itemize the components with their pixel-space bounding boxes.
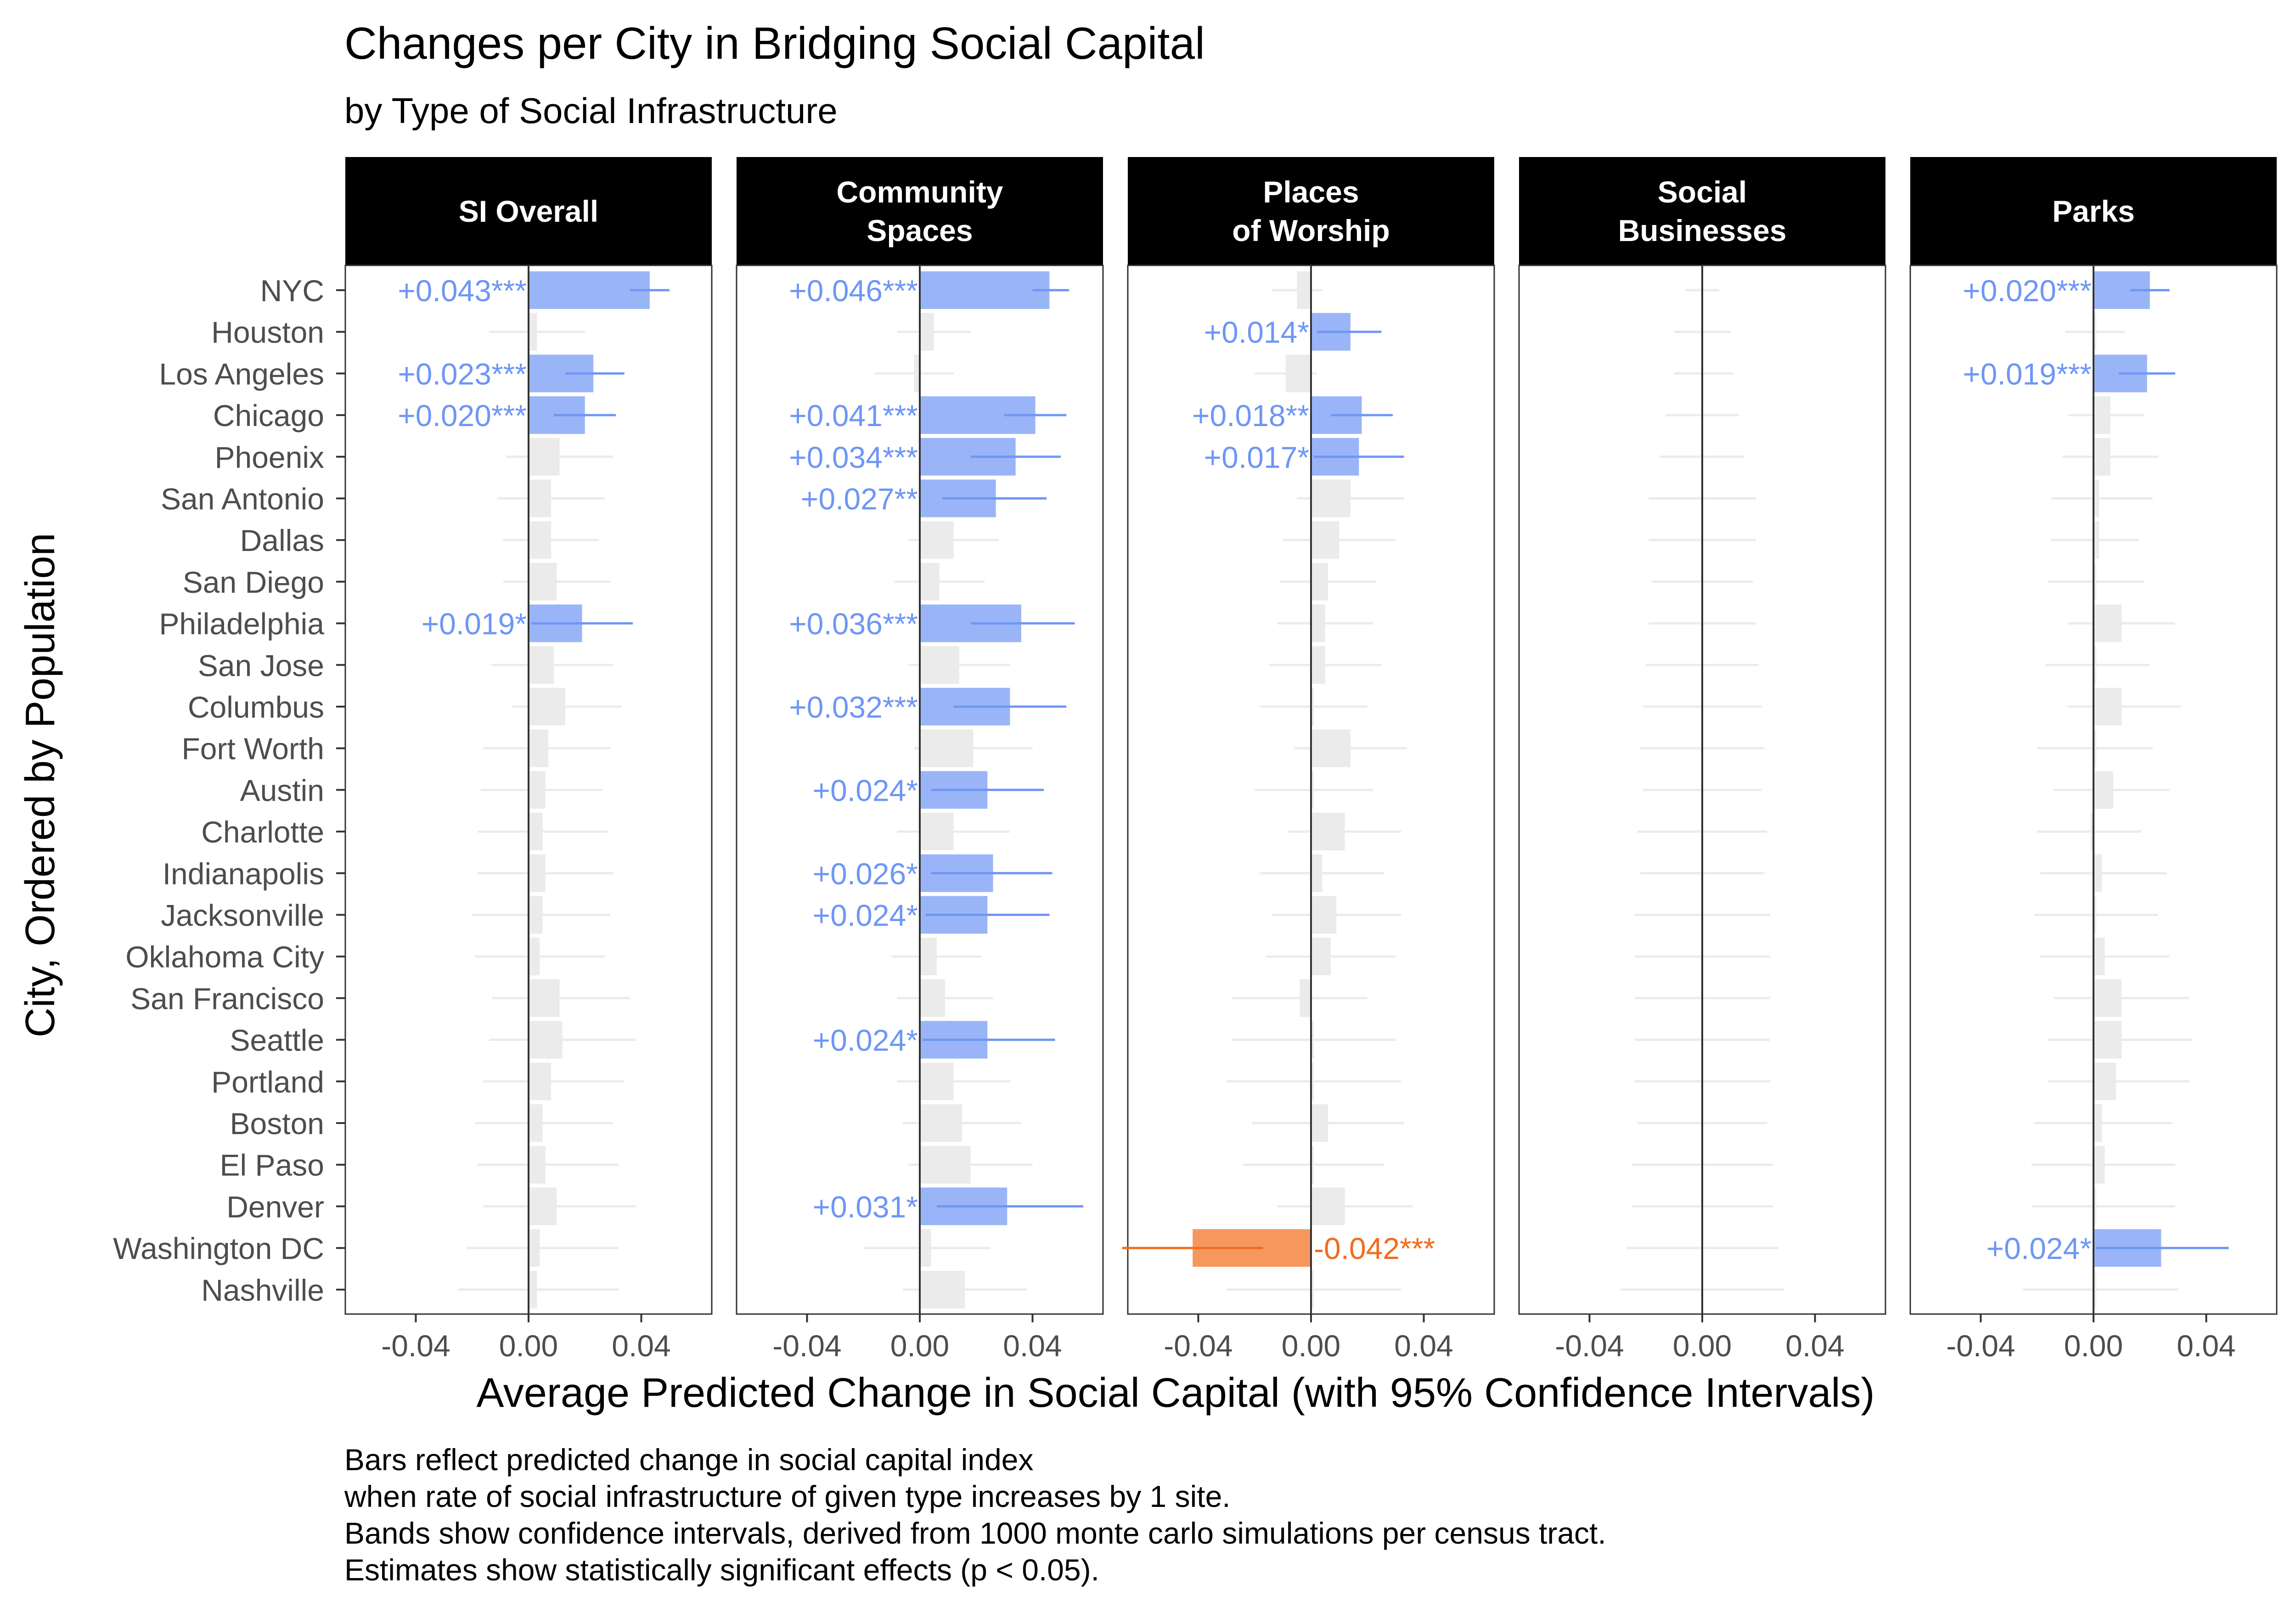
estimate-label: +0.023*** (398, 357, 527, 391)
strip-label: of Worship (1232, 214, 1390, 247)
x-tick-label: 0.00 (2064, 1329, 2123, 1363)
x-tick-label: -0.04 (1555, 1329, 1624, 1363)
strip-label: Businesses (1618, 214, 1787, 247)
city-label-boston: Boston (230, 1107, 324, 1141)
strip-label: Parks (2052, 194, 2135, 228)
x-tick-label: 0.00 (1282, 1329, 1340, 1363)
estimate-label: +0.032*** (789, 690, 918, 724)
estimate-label: +0.014* (1204, 315, 1309, 349)
city-label-chicago: Chicago (213, 399, 324, 433)
strip-label: Places (1263, 175, 1359, 209)
strip-community-spaces (737, 157, 1103, 265)
estimate-label: +0.020*** (398, 399, 527, 433)
caption-line: Bars reflect predicted change in social … (344, 1443, 1034, 1477)
strip-social-businesses (1519, 157, 1885, 265)
city-label-dallas: Dallas (240, 523, 324, 557)
city-label-portland: Portland (211, 1065, 324, 1099)
city-label-columbus: Columbus (188, 690, 324, 724)
city-label-phoenix: Phoenix (214, 440, 324, 474)
strip-label: Social (1658, 175, 1747, 209)
estimate-label: +0.024* (813, 773, 918, 807)
estimate-label: +0.024* (813, 1023, 918, 1057)
x-tick-label: 0.04 (1394, 1329, 1453, 1363)
estimate-label: +0.036*** (789, 607, 918, 641)
x-tick-label: -0.04 (1164, 1329, 1232, 1363)
city-label-austin: Austin (240, 773, 324, 807)
x-tick-label: 0.04 (1003, 1329, 1062, 1363)
city-label-san-antonio: San Antonio (161, 482, 324, 516)
estimate-label: +0.026* (813, 857, 918, 891)
city-label-charlotte: Charlotte (201, 815, 324, 849)
x-tick-label: -0.04 (1946, 1329, 2015, 1363)
strip-places-of-worship (1128, 157, 1494, 265)
city-label-philadelphia: Philadelphia (159, 607, 324, 641)
x-tick-label: 0.04 (2177, 1329, 2235, 1363)
caption-line: when rate of social infrastructure of gi… (344, 1479, 1231, 1513)
city-label-nashville: Nashville (201, 1273, 324, 1307)
x-tick-label: 0.00 (890, 1329, 949, 1363)
city-label-oklahoma-city: Oklahoma City (125, 940, 324, 974)
city-label-seattle: Seattle (230, 1023, 324, 1057)
estimate-label: +0.041*** (789, 399, 918, 433)
chart-subtitle: by Type of Social Infrastructure (344, 90, 838, 131)
strip-label: Community (837, 175, 1003, 209)
estimate-label: +0.024* (813, 899, 918, 933)
strip-si-overall (345, 157, 712, 265)
estimate-label: -0.042*** (1314, 1231, 1435, 1265)
figure-caption: Bars reflect predicted change in social … (344, 1443, 1606, 1587)
panel-parks: Parks +0.020*** +0.019*** +0.024* -0.04 0.00 0… (1909, 157, 2278, 1363)
city-label-houston: Houston (211, 315, 324, 349)
city-label-fort-worth: Fort Worth (181, 732, 324, 766)
strip-label: Spaces (867, 214, 973, 247)
city-label-jacksonville: Jacksonville (161, 899, 324, 933)
estimate-label: +0.019* (422, 607, 527, 641)
city-label-el-paso: El Paso (220, 1148, 324, 1182)
estimate-label: +0.020*** (1963, 274, 2092, 308)
city-label-san-diego: San Diego (183, 565, 324, 599)
city-label-indianapolis: Indianapolis (163, 857, 324, 891)
x-tick-label: -0.04 (381, 1329, 450, 1363)
estimate-label: +0.024* (1986, 1231, 2092, 1265)
x-tick-label: 0.00 (499, 1329, 558, 1363)
panel-places-of-worship: Places of Worship +0.014* +0.018** +0.017* -0… (1122, 157, 1495, 1363)
city-label-washington-dc: Washington DC (113, 1231, 324, 1265)
estimate-label: +0.027** (801, 482, 918, 516)
strip-label: SI Overall (459, 194, 599, 228)
city-label-los-angeles: Los Angeles (159, 357, 324, 391)
x-tick-label: 0.04 (1785, 1329, 1844, 1363)
city-label-san-francisco: San Francisco (130, 982, 324, 1016)
estimate-label: +0.031* (813, 1190, 918, 1224)
x-tick-label: 0.00 (1673, 1329, 1732, 1363)
estimate-label: +0.018** (1192, 399, 1309, 433)
x-axis-title: Average Predicted Change in Social Capit… (476, 1370, 1874, 1416)
estimate-label: +0.017* (1204, 440, 1309, 474)
city-label-san-jose: San Jose (198, 648, 324, 682)
facet-panels: SI Overall +0.043*** +0.023*** +0.020*** +0.… (344, 157, 2278, 1363)
caption-line: Bands show confidence intervals, derived… (344, 1516, 1606, 1550)
estimate-label: +0.019*** (1963, 357, 2092, 391)
x-tick-label: 0.04 (612, 1329, 670, 1363)
panel-si-overall: SI Overall +0.043*** +0.023*** +0.020*** +0.… (344, 157, 713, 1363)
y-axis-title: City, Ordered by Population (17, 533, 63, 1038)
strip-parks (1910, 157, 2277, 265)
bar-community-spaces-nyc (920, 271, 1050, 309)
panel-community-spaces: Community Spaces +0.046*** +0.041*** +0.034*… (736, 157, 1104, 1363)
x-tick-label: -0.04 (772, 1329, 841, 1363)
chart-title: Changes per City in Bridging Social Capi… (344, 18, 1205, 68)
city-axis-labels: NYC Houston Los Angeles Chicago Phoenix San A… (113, 274, 345, 1307)
estimate-label: +0.043*** (398, 274, 527, 308)
city-label-denver: Denver (226, 1190, 324, 1224)
caption-line: Estimates show statistically significant… (344, 1553, 1099, 1587)
city-label-nyc: NYC (260, 274, 324, 308)
panel-social-businesses: Social Businesses -0.04 0.00 0.04 (1518, 157, 1886, 1363)
estimate-label: +0.034*** (789, 440, 918, 474)
bar-si-overall-nyc (529, 271, 650, 309)
estimate-label: +0.046*** (789, 274, 918, 308)
